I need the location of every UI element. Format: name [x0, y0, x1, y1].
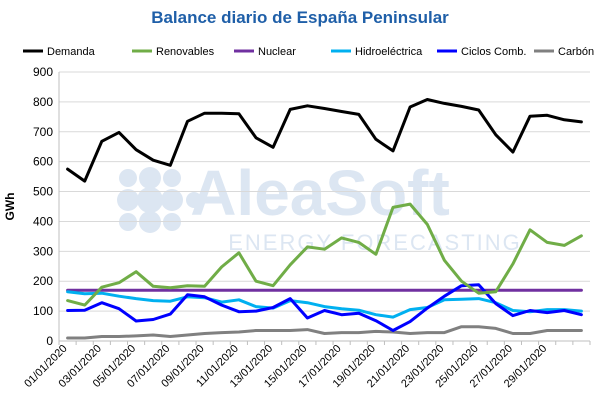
watermark-dot [139, 167, 161, 189]
watermark-brand: AleaSoft [190, 157, 450, 229]
y-tick-label: 700 [33, 125, 53, 139]
y-tick-label: 100 [33, 304, 53, 318]
legend-label: Ciclos Comb. [461, 46, 526, 58]
legend-label: Hidroeléctrica [355, 46, 423, 58]
y-tick-label: 600 [33, 155, 53, 169]
series-line-1 [66, 202, 583, 307]
y-tick-label: 0 [46, 334, 53, 348]
legend-label: Demanda [47, 46, 96, 58]
y-tick-label: 900 [33, 65, 53, 79]
x-axis: 01/01/202003/01/202005/01/202007/01/2020… [22, 340, 591, 390]
y-tick-label: 200 [33, 274, 53, 288]
watermark-dot [119, 213, 137, 231]
y-axis-label: GWh [3, 193, 17, 221]
series-line-0 [66, 98, 583, 183]
y-tick-label: 400 [33, 214, 53, 228]
watermark-dot [163, 169, 181, 187]
legend-label: Renovables [156, 46, 215, 58]
series-layer [66, 98, 583, 340]
watermark-dot [161, 189, 183, 211]
y-tick-label: 300 [33, 244, 53, 258]
chart-title: Balance diario de España Peninsular [151, 8, 449, 27]
y-tick-label: 800 [33, 95, 53, 109]
watermark-dot [117, 189, 139, 211]
series-line-4 [66, 283, 583, 332]
legend: Demanda Renovables Nuclear Hidroeléctrica Ci… [23, 46, 594, 58]
watermark-dot [137, 187, 163, 213]
y-axis: 0 100 200 300 400 500 600 700 800 900 GWh [3, 65, 60, 348]
watermark-dot [186, 192, 202, 208]
watermark-dot [163, 213, 181, 231]
watermark-dot [119, 169, 137, 187]
series-line-5 [66, 325, 583, 340]
legend-label: Carbón [558, 46, 594, 58]
series-line-3 [66, 290, 583, 319]
watermark-dot [139, 211, 161, 233]
legend-label: Nuclear [258, 46, 296, 58]
y-tick-label: 500 [33, 185, 53, 199]
